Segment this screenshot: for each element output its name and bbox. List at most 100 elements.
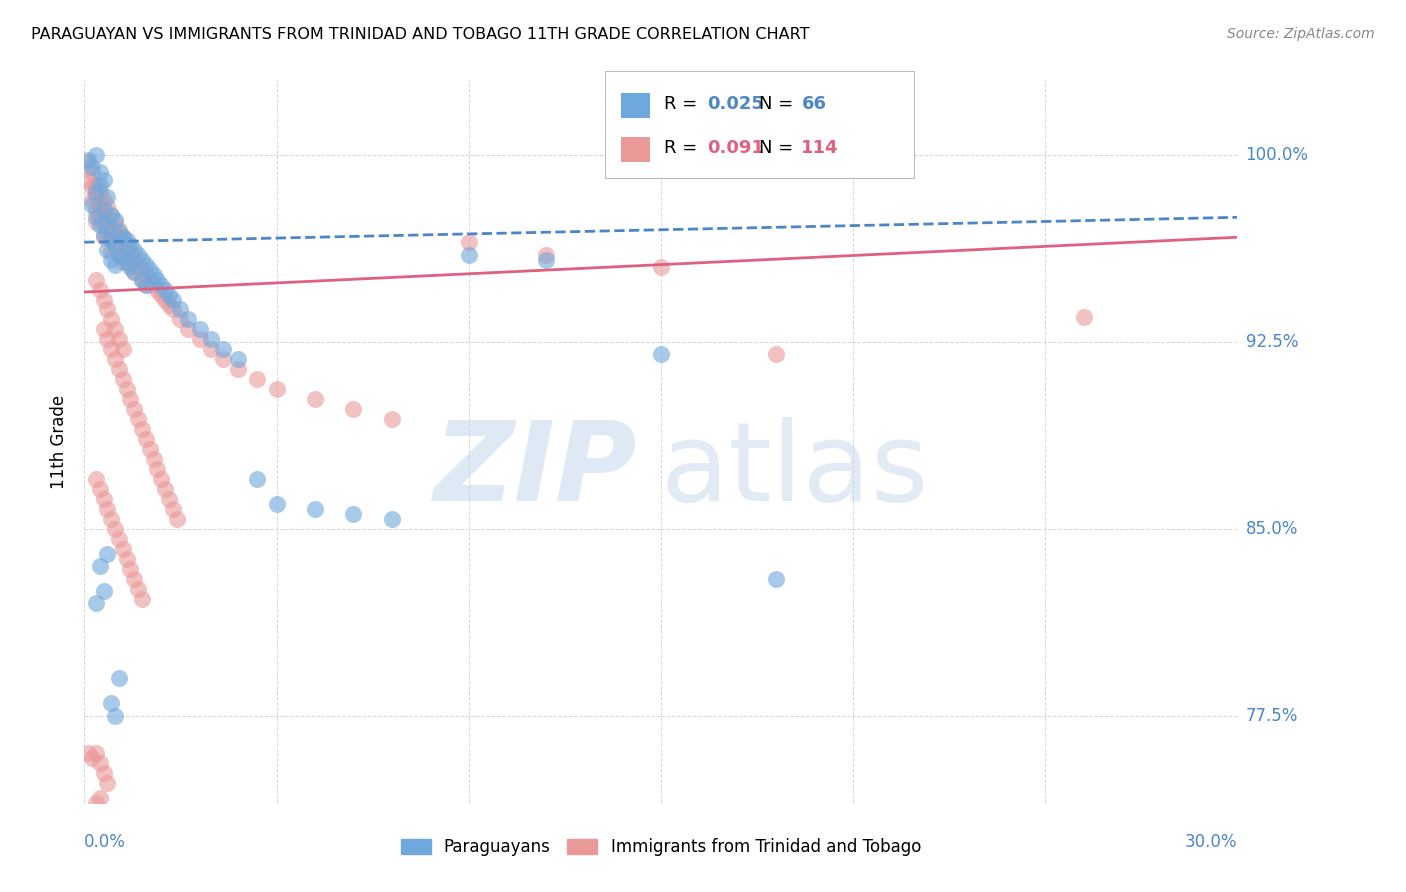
Point <box>342 507 364 521</box>
Point <box>200 332 222 346</box>
Point <box>80 198 103 212</box>
Point <box>120 245 142 260</box>
Point <box>266 382 288 396</box>
Text: 0.025: 0.025 <box>707 95 763 113</box>
Point <box>93 584 115 599</box>
Y-axis label: 11th Grade: 11th Grade <box>51 394 69 489</box>
Point <box>246 472 269 486</box>
Point <box>104 322 127 336</box>
Point <box>84 796 107 810</box>
Point <box>115 237 138 252</box>
Point <box>177 322 200 336</box>
Point <box>124 265 146 279</box>
Point <box>108 532 131 546</box>
Point <box>127 248 149 262</box>
Point <box>650 347 672 361</box>
Point <box>108 671 131 685</box>
Legend: Paraguayans, Immigrants from Trinidad and Tobago: Paraguayans, Immigrants from Trinidad an… <box>401 838 921 856</box>
Point <box>304 501 326 516</box>
Point <box>157 297 180 311</box>
Text: 0.0%: 0.0% <box>84 833 127 851</box>
Point <box>96 200 118 214</box>
Point <box>131 262 153 277</box>
Point <box>93 322 115 336</box>
Text: 92.5%: 92.5% <box>1246 333 1298 351</box>
Point <box>89 283 111 297</box>
Point <box>115 382 138 396</box>
Point <box>150 472 173 486</box>
Point <box>100 696 122 710</box>
Point <box>127 412 149 426</box>
Point <box>77 153 100 167</box>
Point <box>108 225 131 239</box>
Point <box>96 501 118 516</box>
Point <box>84 186 107 200</box>
Point <box>211 343 233 357</box>
Point <box>157 491 180 506</box>
Point <box>115 551 138 566</box>
Point <box>153 283 176 297</box>
Point <box>162 293 184 307</box>
Point <box>100 208 122 222</box>
Point <box>115 250 138 264</box>
Point <box>96 776 118 790</box>
Point <box>84 746 107 760</box>
Point <box>93 765 115 780</box>
Point <box>211 352 233 367</box>
Point <box>100 512 122 526</box>
Point <box>84 597 107 611</box>
Point <box>124 572 146 586</box>
Point <box>93 202 115 217</box>
Point <box>381 412 404 426</box>
Point <box>104 522 127 536</box>
Point <box>138 272 160 286</box>
Text: 77.5%: 77.5% <box>1246 706 1298 724</box>
Point <box>131 422 153 436</box>
Point <box>127 582 149 596</box>
Point <box>153 482 176 496</box>
Point <box>89 790 111 805</box>
Text: N =: N = <box>759 95 799 113</box>
Point <box>89 218 111 232</box>
Text: R =: R = <box>664 95 703 113</box>
Point <box>104 237 127 252</box>
Point <box>131 272 153 286</box>
Point <box>166 512 188 526</box>
Point <box>104 240 127 254</box>
Text: atlas: atlas <box>661 417 929 524</box>
Point <box>111 343 134 357</box>
Point <box>84 215 107 229</box>
Point <box>177 312 200 326</box>
Point <box>169 302 191 317</box>
Point <box>146 283 169 297</box>
Text: 66: 66 <box>801 95 827 113</box>
Point <box>100 245 122 260</box>
Point <box>100 252 122 267</box>
Point <box>93 193 115 207</box>
Point <box>108 362 131 376</box>
Point <box>89 211 111 225</box>
Point <box>80 751 103 765</box>
Point <box>124 265 146 279</box>
Point <box>100 233 122 247</box>
Text: 30.0%: 30.0% <box>1185 833 1237 851</box>
Text: 114: 114 <box>801 139 839 157</box>
Point <box>89 559 111 574</box>
Point <box>131 591 153 606</box>
Point <box>142 452 165 467</box>
Point <box>100 208 122 222</box>
Point <box>89 186 111 200</box>
Point <box>457 235 479 250</box>
Point <box>138 262 160 277</box>
Point <box>93 173 115 187</box>
Point <box>111 243 134 257</box>
Point <box>89 198 111 212</box>
Point <box>89 482 111 496</box>
Point <box>111 541 134 556</box>
Point <box>120 260 142 274</box>
Point <box>104 708 127 723</box>
Text: 100.0%: 100.0% <box>1246 146 1309 164</box>
Point <box>162 501 184 516</box>
Point <box>765 347 787 361</box>
Point <box>84 202 107 217</box>
